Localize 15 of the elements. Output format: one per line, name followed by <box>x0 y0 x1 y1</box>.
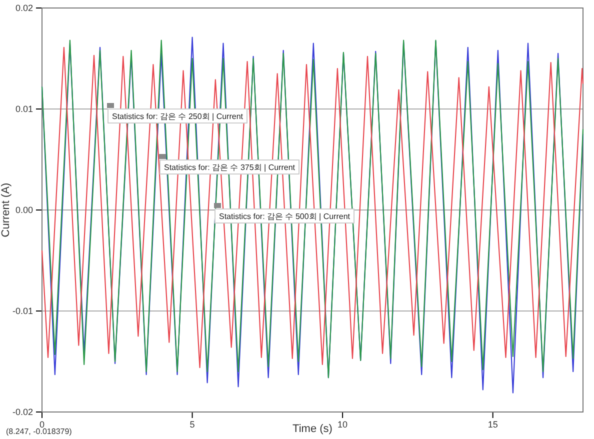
annotation: Statistics for: 감은 수 375회 | Current <box>164 163 296 172</box>
x-tick-label: 0 <box>39 419 45 430</box>
y-tick-label: 0.00 <box>15 204 33 215</box>
x-tick-label: 15 <box>488 419 498 430</box>
y-tick-label: 0.01 <box>15 104 33 114</box>
y-tick-label: -0.02 <box>12 406 33 417</box>
annotation: Statistics for: 감은 수 500회 | Current <box>219 212 351 221</box>
x-axis-title: Time (s) <box>292 423 332 435</box>
y-tick-label: -0.01 <box>12 306 33 316</box>
text: (8.247, -0.018379) <box>6 427 72 436</box>
y-axis-title: Current (A) <box>0 182 12 238</box>
x-tick-label: 10 <box>338 419 348 430</box>
y-tick-label: 0.02 <box>15 2 33 13</box>
x-tick-label: 5 <box>190 419 195 430</box>
annotation: Statistics for: 감은 수 250회 | Current <box>112 112 244 121</box>
